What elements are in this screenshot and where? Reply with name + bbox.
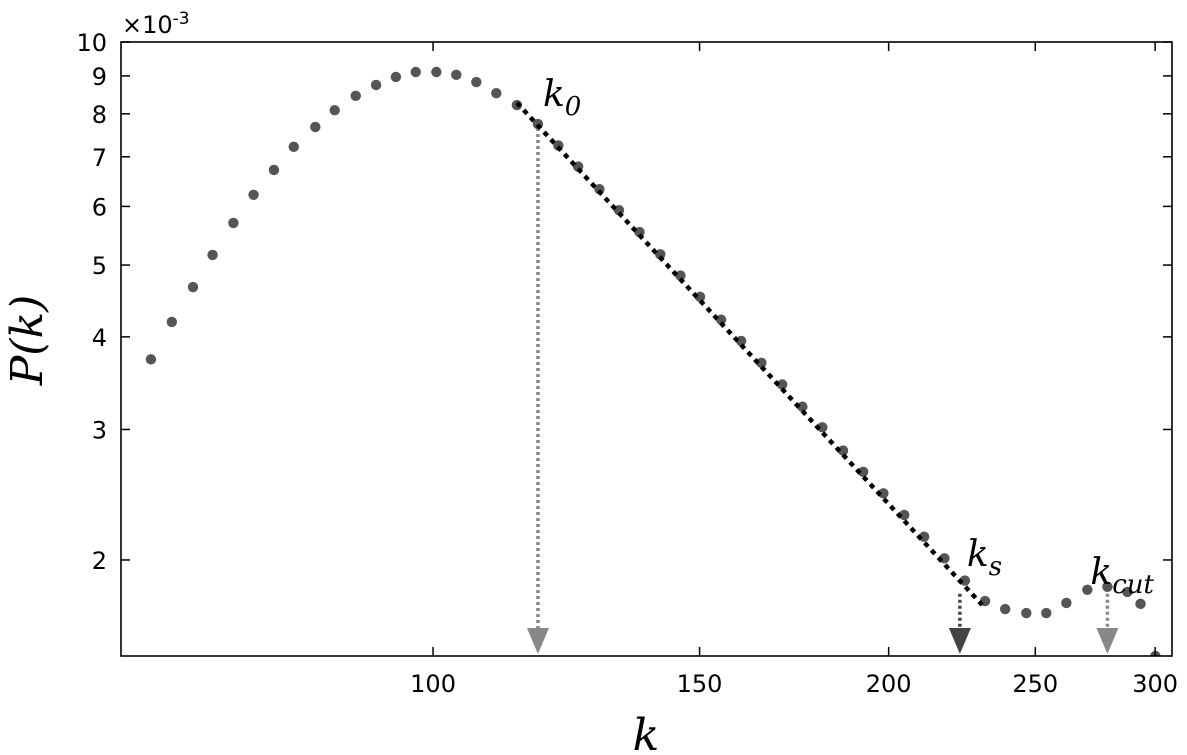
data-point <box>1122 586 1133 598</box>
y-tick-label: 5 <box>92 252 107 280</box>
data-point <box>451 69 462 81</box>
data-point <box>797 401 808 412</box>
annotation-label: k0 <box>543 74 581 122</box>
data-point <box>410 66 421 78</box>
annotation-subscript: s <box>989 552 1002 582</box>
data-point <box>756 357 767 369</box>
y-offset-label: ×10-3 <box>122 9 190 39</box>
y-tick-label: 8 <box>92 101 107 129</box>
data-point <box>1135 598 1146 610</box>
arrow-head <box>1096 628 1119 654</box>
plot-frame <box>120 41 1173 657</box>
annotation-text: k <box>1090 552 1112 593</box>
annotation-text: k <box>543 74 565 115</box>
data-point <box>1061 597 1072 609</box>
y-tick-label: 7 <box>92 144 107 172</box>
data-point <box>1102 581 1113 592</box>
annotation-label: ks <box>967 534 1002 582</box>
data-point <box>207 249 218 261</box>
offset-base: ×10 <box>122 11 173 39</box>
x-tick-label: 300 <box>1132 670 1178 698</box>
annotation-subscript: 0 <box>565 92 582 122</box>
data-point <box>145 354 157 365</box>
data-point <box>268 164 280 176</box>
y-axis-label: P(k) <box>2 295 53 387</box>
y-tick-label: 10 <box>76 29 107 57</box>
plot-area <box>145 66 1161 656</box>
data-point <box>999 603 1011 615</box>
data-point <box>735 335 747 347</box>
data-point <box>1041 607 1052 619</box>
data-point <box>248 189 259 201</box>
y-tick-label: 3 <box>92 416 107 444</box>
x-tick-label: 100 <box>410 670 456 698</box>
data-point <box>1082 584 1093 595</box>
data-point <box>899 509 910 521</box>
data-point <box>837 445 849 456</box>
offset-exponent: -3 <box>173 9 190 29</box>
data-point <box>694 291 706 303</box>
data-point <box>878 488 889 499</box>
annotation-text: k <box>967 534 989 575</box>
data-point <box>370 79 382 91</box>
data-point <box>310 121 321 133</box>
data-point <box>817 422 828 433</box>
data-point <box>918 531 930 542</box>
data-point <box>431 66 442 78</box>
data-point <box>166 316 178 328</box>
x-axis-label: k <box>633 710 660 755</box>
data-point <box>675 270 686 281</box>
arrow-head <box>948 628 971 654</box>
y-tick-label: 2 <box>92 547 107 575</box>
data-point <box>288 141 299 153</box>
x-tick-label: 200 <box>866 670 912 698</box>
data-point <box>350 90 361 102</box>
data-point <box>471 76 482 88</box>
data-point <box>329 105 340 116</box>
data-point <box>187 281 199 293</box>
fit-line <box>515 101 984 607</box>
y-tick-label: 6 <box>92 193 107 221</box>
annotation-subscript: cut <box>1112 570 1154 600</box>
data-point <box>777 379 788 390</box>
annotation-label: kcut <box>1090 552 1154 600</box>
data-point <box>228 217 239 229</box>
data-point <box>491 87 502 99</box>
y-tick-label: 4 <box>92 324 107 352</box>
data-point <box>1021 607 1032 619</box>
y-tick-label: 9 <box>92 63 107 91</box>
data-point <box>390 71 402 83</box>
arrow-head <box>526 628 549 654</box>
data-point <box>857 466 869 478</box>
x-tick-label: 250 <box>1012 670 1058 698</box>
x-tick-label: 150 <box>677 670 723 698</box>
data-point <box>959 575 971 586</box>
